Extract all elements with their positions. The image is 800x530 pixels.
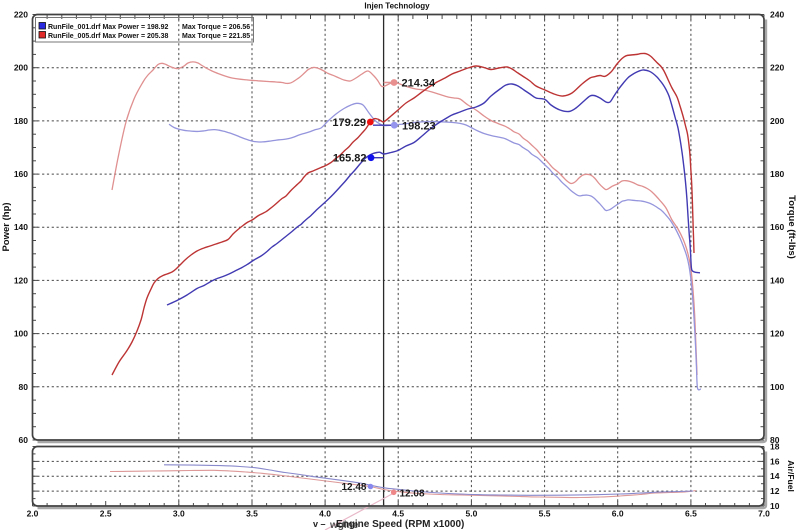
svg-text:Air/Fuel: Air/Fuel bbox=[786, 460, 796, 492]
svg-text:160: 160 bbox=[14, 169, 28, 179]
svg-text:200: 200 bbox=[14, 63, 28, 73]
svg-text:80: 80 bbox=[19, 382, 29, 392]
svg-text:180: 180 bbox=[14, 116, 28, 126]
svg-text:14: 14 bbox=[770, 471, 780, 481]
svg-text:wgine: wgine bbox=[329, 520, 359, 530]
svg-text:2.5: 2.5 bbox=[100, 509, 112, 519]
svg-text:4.5: 4.5 bbox=[392, 509, 404, 519]
svg-text:80: 80 bbox=[770, 435, 780, 445]
svg-text:240: 240 bbox=[770, 10, 784, 20]
svg-text:18: 18 bbox=[770, 442, 780, 452]
svg-text:180: 180 bbox=[770, 169, 784, 179]
svg-text:12.48: 12.48 bbox=[341, 482, 366, 493]
svg-text:4.0: 4.0 bbox=[319, 509, 331, 519]
svg-text:16: 16 bbox=[770, 456, 780, 466]
svg-text:3.5: 3.5 bbox=[246, 509, 258, 519]
svg-text:220: 220 bbox=[14, 10, 28, 20]
svg-text:Max Torque = 206.56: Max Torque = 206.56 bbox=[182, 24, 250, 31]
svg-text:12: 12 bbox=[770, 486, 780, 496]
svg-text:v –: v – bbox=[313, 519, 326, 529]
svg-text:220: 220 bbox=[770, 63, 784, 73]
svg-text:Injen Technology: Injen Technology bbox=[364, 2, 430, 11]
svg-text:3.0: 3.0 bbox=[173, 509, 185, 519]
svg-text:140: 140 bbox=[14, 222, 28, 232]
svg-text:120: 120 bbox=[770, 329, 784, 339]
svg-text:Torque (ft-lbs): Torque (ft-lbs) bbox=[786, 195, 797, 259]
svg-text:12.08: 12.08 bbox=[400, 489, 425, 500]
svg-text:140: 140 bbox=[770, 275, 784, 285]
svg-text:7.0: 7.0 bbox=[758, 509, 770, 519]
svg-text:RunFile_001.drf Max Power = 19: RunFile_001.drf Max Power = 198.92 bbox=[48, 24, 169, 31]
svg-text:160: 160 bbox=[770, 222, 784, 232]
svg-text:Max Torque = 221.85: Max Torque = 221.85 bbox=[182, 33, 250, 40]
svg-text:120: 120 bbox=[14, 275, 28, 285]
svg-text:5.5: 5.5 bbox=[539, 509, 551, 519]
svg-text:10: 10 bbox=[770, 501, 780, 511]
svg-text:Engine Speed (RPM x1000): Engine Speed (RPM x1000) bbox=[336, 519, 464, 530]
svg-text:Power (hp): Power (hp) bbox=[1, 202, 12, 251]
svg-text:5.0: 5.0 bbox=[465, 509, 477, 519]
svg-text:198.23: 198.23 bbox=[402, 121, 436, 133]
svg-text:165.82: 165.82 bbox=[333, 153, 367, 165]
svg-text:100: 100 bbox=[14, 329, 28, 339]
svg-text:100: 100 bbox=[770, 382, 784, 392]
svg-text:6.0: 6.0 bbox=[612, 509, 624, 519]
svg-text:179.29: 179.29 bbox=[332, 117, 366, 129]
svg-text:60: 60 bbox=[19, 435, 29, 445]
svg-text:214.34: 214.34 bbox=[402, 78, 437, 90]
svg-text:RunFile_005.drf Max Power = 20: RunFile_005.drf Max Power = 205.38 bbox=[48, 33, 169, 40]
svg-text:200: 200 bbox=[770, 116, 784, 126]
svg-text:2.0: 2.0 bbox=[27, 509, 39, 519]
svg-text:6.5: 6.5 bbox=[685, 509, 697, 519]
